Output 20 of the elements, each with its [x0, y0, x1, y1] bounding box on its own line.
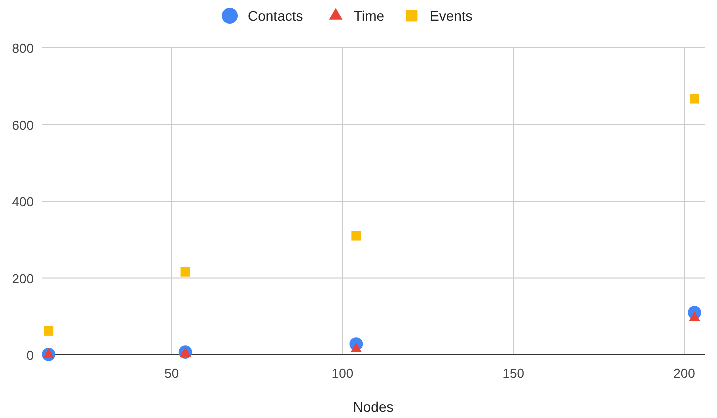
x-tick-label: 200	[674, 366, 696, 381]
y-tick-label: 600	[12, 118, 34, 133]
point	[44, 326, 54, 336]
y-tick-label: 400	[12, 194, 34, 210]
point	[43, 348, 54, 358]
point	[350, 342, 362, 352]
x-tick-label: 50	[164, 366, 180, 381]
point	[180, 267, 190, 277]
x-axis-title: Nodes	[353, 399, 394, 415]
x-tick-label: 150	[502, 366, 524, 381]
legend-label: Time	[354, 8, 385, 24]
legend-label: Contacts	[248, 8, 304, 24]
x-tick-label: 100	[332, 366, 354, 381]
point	[689, 312, 700, 322]
y-tick-label: 0	[26, 348, 34, 363]
point	[352, 231, 362, 241]
point	[690, 94, 700, 104]
y-tick-label: 200	[12, 271, 34, 286]
y-tick-label: 800	[12, 41, 34, 56]
legend-label: Events	[430, 8, 473, 24]
